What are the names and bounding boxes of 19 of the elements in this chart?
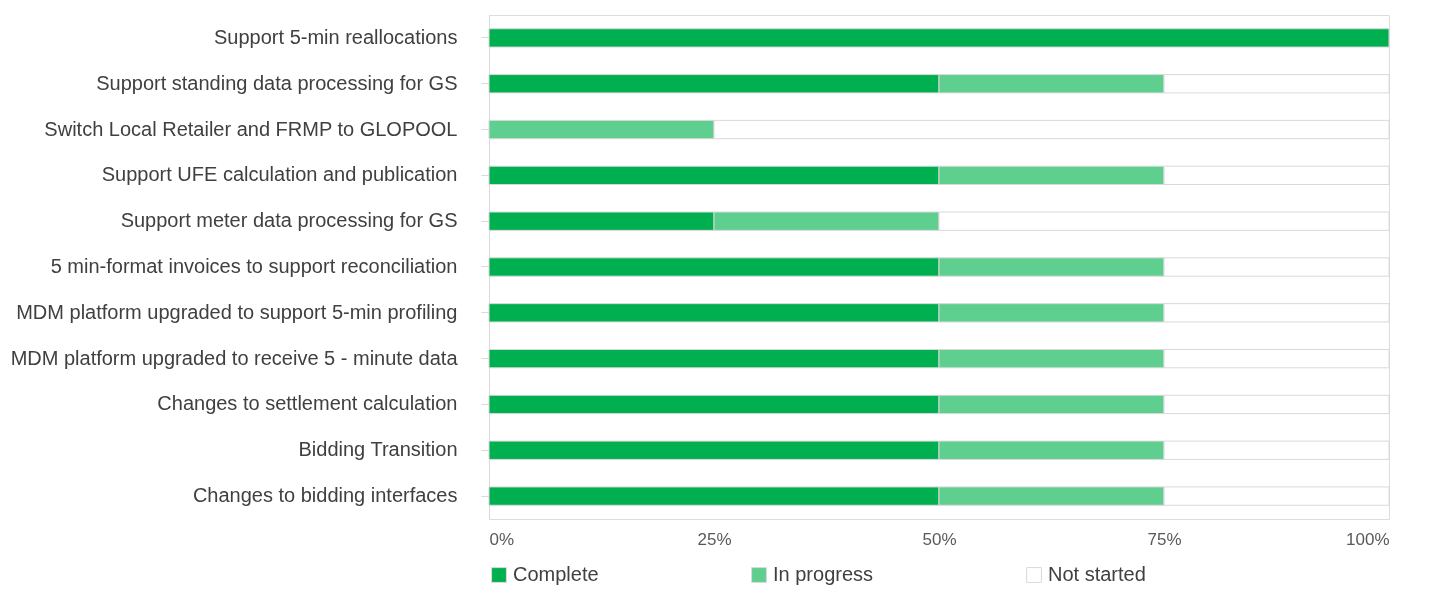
x-tick-label: 75%: [1147, 529, 1182, 549]
x-tick-label: 25%: [697, 529, 732, 549]
y-tick-label: MDM platform upgraded to receive 5 - minute data: [10, 346, 459, 369]
y-tick-label: Bidding Transition: [298, 438, 458, 461]
y-tick-label: Support UFE calculation and publication: [101, 163, 458, 186]
y-tick-label: Support 5-min reallocations: [214, 25, 458, 48]
legend-label: In progress: [773, 563, 874, 585]
x-tick-label: 100%: [1346, 529, 1390, 549]
y-tick-label: Support standing data processing for GS: [96, 71, 458, 94]
y-tick-label: Changes to settlement calculation: [157, 392, 458, 415]
x-tick-label: 0%: [489, 529, 515, 549]
x-tick-label: 50%: [922, 529, 957, 549]
legend-label: Complete: [513, 563, 599, 585]
y-tick-label: Changes to bidding interfaces: [192, 484, 458, 507]
y-tick-label: Support meter data processing for GS: [120, 209, 458, 232]
y-tick-label: Switch Local Retailer and FRMP to GLOPOOL: [44, 117, 458, 140]
legend-label: Not started: [1048, 563, 1146, 585]
y-tick-label: 5 min-format invoices to support reconciliation: [50, 255, 458, 277]
y-tick-label: MDM platform upgraded to support 5-min profiling: [16, 300, 458, 323]
